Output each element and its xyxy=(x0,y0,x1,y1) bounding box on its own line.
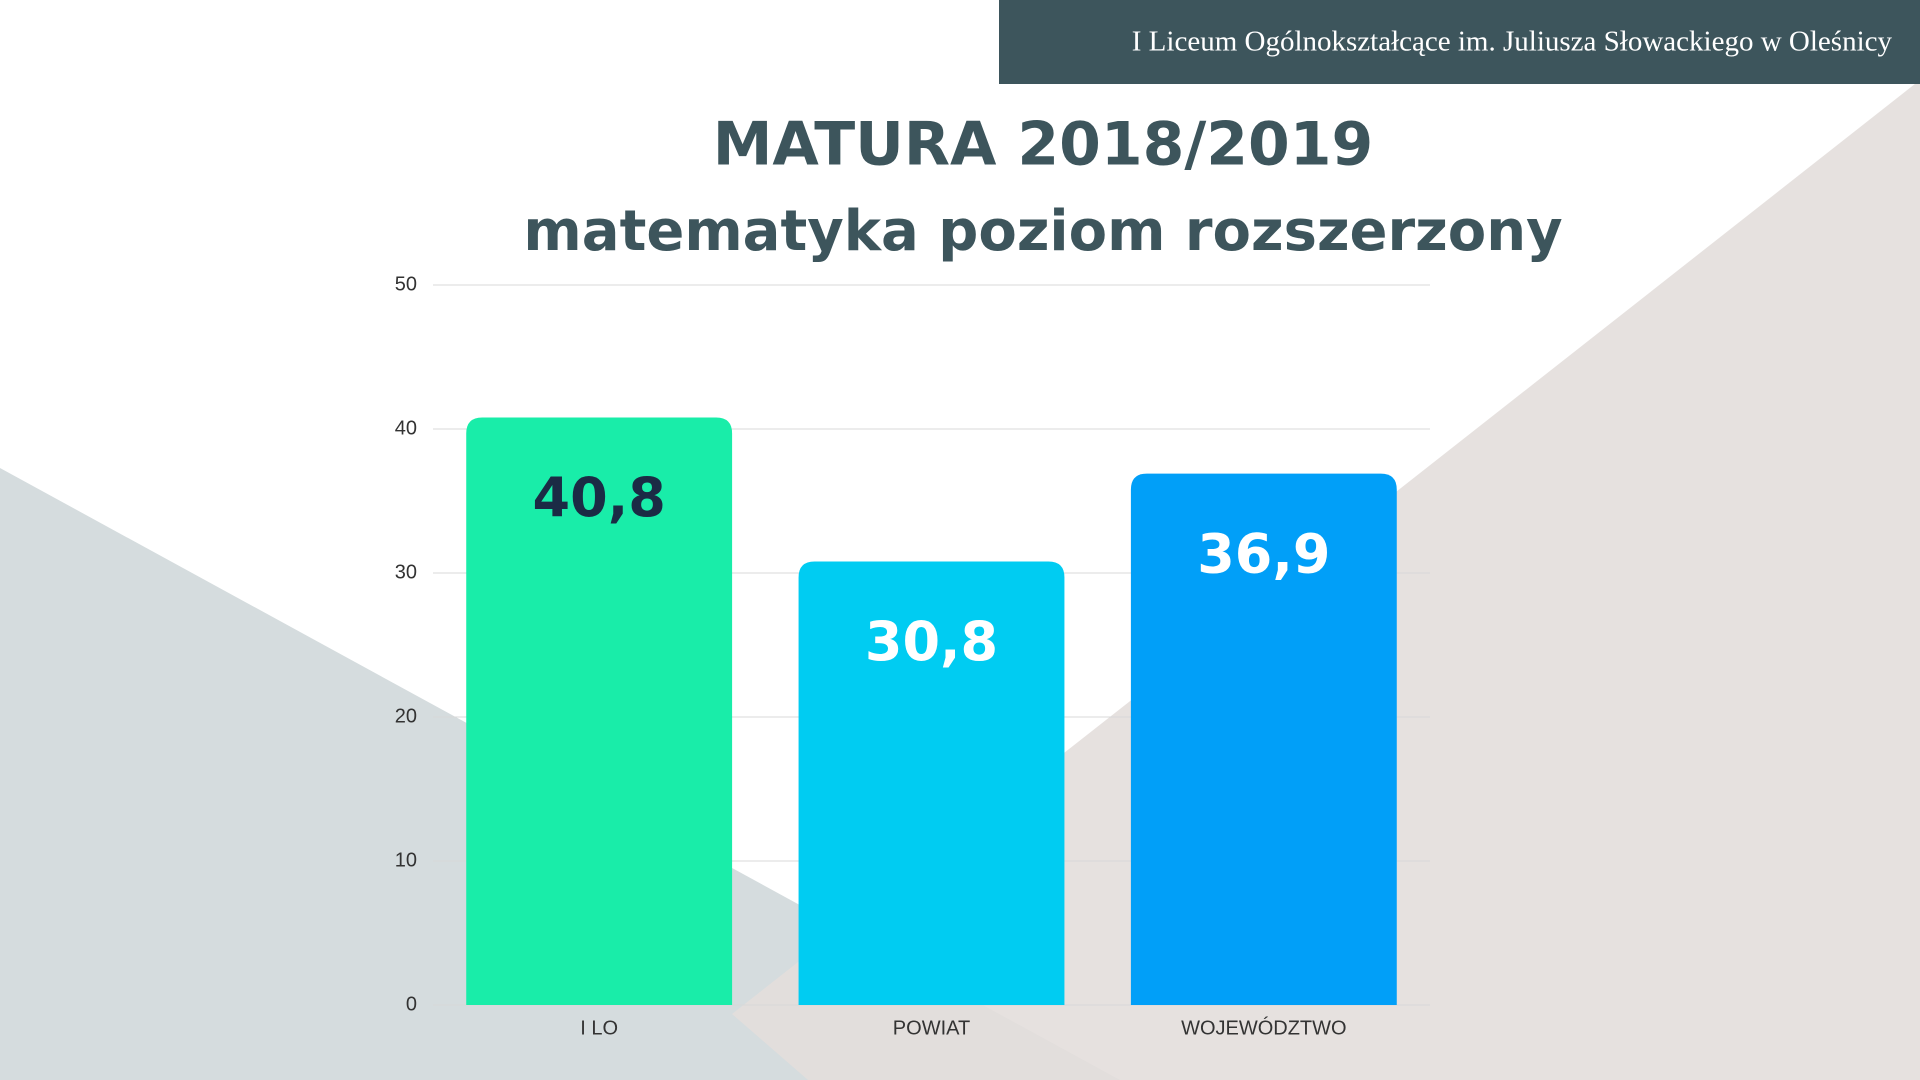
x-tick-label: POWIAT xyxy=(893,1017,970,1039)
bar xyxy=(1130,473,1397,1005)
y-tick-label: 30 xyxy=(395,561,417,583)
header-text: I Liceum Ogólnokształcące im. Juliusza S… xyxy=(1132,26,1893,58)
y-tick-label: 0 xyxy=(406,993,417,1015)
value-label: 30,8 xyxy=(865,610,998,673)
y-tick-label: 40 xyxy=(395,417,417,439)
x-tick-label: WOJEWÓDZTWO xyxy=(1181,1016,1347,1039)
y-tick-label: 50 xyxy=(395,273,417,295)
bar xyxy=(798,561,1065,1005)
x-tick-label: I LO xyxy=(580,1017,618,1039)
header-bar xyxy=(999,0,1920,84)
chart-subtitle: matematyka poziom rozszerzony xyxy=(523,199,1562,264)
y-tick-label: 10 xyxy=(395,849,417,871)
plot: 0 10 20 30 40 50 40,8 I LO 30,8 POWIAT 36,9 WOJEWÓD… xyxy=(395,273,1430,1039)
value-label: 36,9 xyxy=(1197,522,1330,585)
value-label: 40,8 xyxy=(533,466,666,529)
y-tick-label: 20 xyxy=(395,705,417,727)
chart-title: MATURA 2018/2019 xyxy=(713,110,1374,180)
bar xyxy=(466,417,733,1006)
